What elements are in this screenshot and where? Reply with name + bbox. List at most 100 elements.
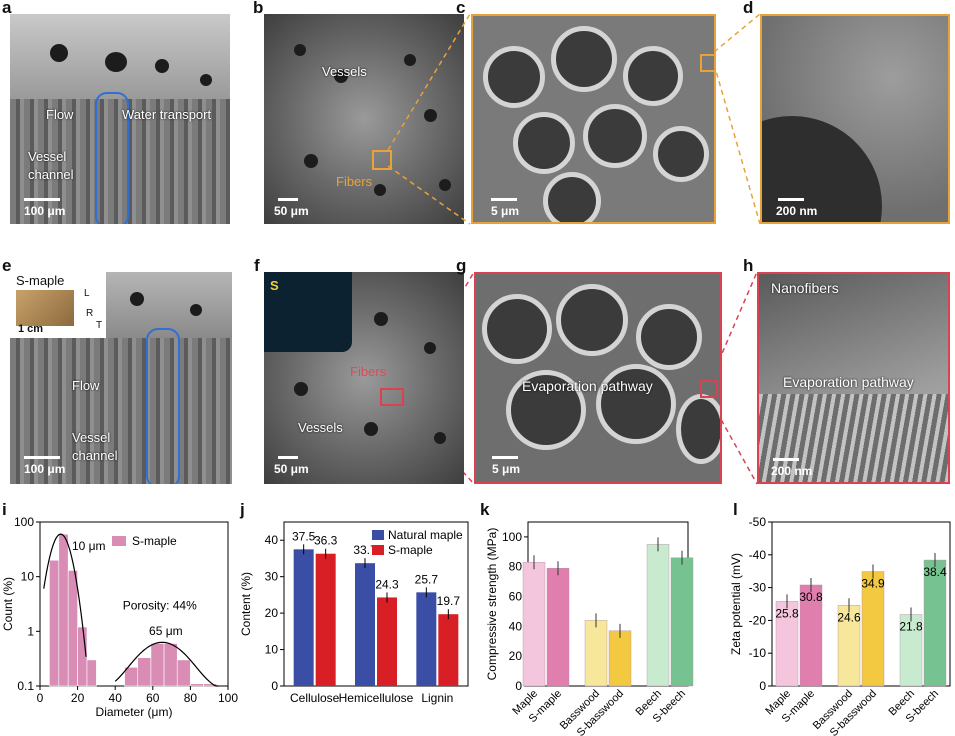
panel-letter-h: h — [743, 256, 754, 275]
data-label: 36.3 — [314, 534, 338, 548]
legend-swatch — [372, 545, 384, 555]
scale-label: 100 μm — [24, 462, 66, 476]
x-tick-label: 40 — [109, 691, 123, 705]
data-label: 30.8 — [799, 590, 823, 604]
y-tick-label: 0.1 — [17, 679, 34, 693]
histogram-bar — [137, 657, 152, 687]
scale-bar — [278, 198, 298, 201]
plot-frame — [283, 521, 469, 687]
flow-label: Flow — [46, 107, 74, 122]
scale-bar — [773, 458, 799, 461]
scale-bar — [491, 198, 517, 201]
y-tick-label: 10 — [21, 570, 35, 584]
histogram-bar — [190, 683, 204, 687]
bar-chart-j: 0 10 20 30 40 37.536.3 Cellulose 33.7 24.3 Hemice… — [239, 521, 469, 705]
sem-panel-g: Evaporation pathway 5 μm — [474, 272, 722, 484]
histogram-bar — [176, 659, 191, 687]
scale-bar — [492, 456, 518, 459]
bar — [584, 620, 608, 687]
channel-label: channel — [72, 448, 118, 463]
x-tick-label: 20 — [71, 691, 85, 705]
scale-bar — [24, 198, 60, 201]
peak-annotation: 10 μm — [72, 539, 106, 553]
y-tick-label: 20 — [509, 649, 523, 663]
data-label: 33.7 — [353, 543, 377, 557]
panel-letter-a: a — [2, 0, 12, 17]
data-label: 25.8 — [775, 606, 799, 620]
y-tick-label: -30 — [749, 581, 767, 595]
scale-label: 5 μm — [492, 462, 521, 476]
bar — [315, 553, 336, 686]
y-tick-label: 10 — [265, 643, 279, 657]
panel-letter-e: e — [2, 256, 12, 275]
bar — [646, 544, 670, 687]
scale-label: 5 μm — [491, 204, 520, 218]
scale-bar — [278, 456, 298, 459]
plot-frame — [771, 521, 951, 687]
s-maple-label: S-maple — [16, 273, 65, 288]
scale-label: 50 μm — [274, 462, 309, 476]
scale-bar — [24, 456, 60, 459]
panel-letter-c: c — [456, 0, 466, 17]
flow-label: Flow — [72, 378, 100, 393]
bar — [293, 549, 314, 686]
legend-swatch — [372, 530, 384, 540]
histogram-bar — [67, 570, 78, 687]
data-label: 37.5 — [292, 529, 316, 543]
y-axis-label: Count (%) — [1, 577, 15, 631]
y-tick-label: -20 — [749, 613, 767, 627]
data-label: 19.7 — [437, 594, 461, 608]
y-tick-label: 0 — [759, 679, 766, 693]
panel-letter-l: l — [733, 500, 738, 519]
y-tick-label: 100 — [502, 530, 522, 544]
scale-label: 200 nm — [776, 204, 818, 218]
fit-curve — [114, 641, 219, 687]
panel-letter-i: i — [2, 500, 7, 519]
y-tick-label: -40 — [749, 548, 767, 562]
vessel-label: Vessel — [28, 149, 67, 164]
data-label: 24.6 — [837, 610, 861, 624]
bar — [438, 614, 459, 686]
x-tick-label: 0 — [37, 691, 44, 705]
scale-label: 100 μm — [24, 204, 66, 218]
sem-panel-f: S Fibers Vessels 50 μm — [264, 272, 464, 484]
sulfur-map-label: S — [270, 278, 279, 293]
panel-letter-d: d — [743, 0, 754, 17]
histogram-bar — [86, 659, 97, 687]
bar-chart-l: 0-10-20-30-40-5025.8Maple30.8S-maple24.6… — [730, 515, 951, 736]
inset-scale-label: 1 cm — [18, 323, 44, 335]
bar — [355, 563, 375, 686]
sem-panel-h: Nanofibers Evaporation pathway 200 nm — [757, 272, 950, 484]
vessels-label: Vessels — [322, 64, 367, 79]
fibers-label: Fibers — [350, 364, 387, 379]
sem-panel-e: S-maple L R T 1 cm Flow Vessel channel 1… — [10, 272, 232, 484]
y-tick-label: 1 — [27, 624, 34, 638]
panel-letter-b: b — [253, 0, 264, 17]
y-tick-label: 30 — [265, 570, 279, 584]
fit-curve — [43, 533, 87, 657]
sulfur-map-inset — [264, 272, 352, 352]
axis-t-label: T — [96, 320, 103, 331]
legend-label: S-maple — [132, 534, 177, 548]
scale-bar — [778, 198, 804, 201]
nanofibers-label: Nanofibers — [771, 280, 839, 296]
x-tick-label: 100 — [218, 691, 238, 705]
evaporation-pathway-label: Evaporation pathway — [783, 374, 914, 390]
bar — [377, 597, 397, 686]
bar — [670, 557, 694, 687]
axis-l-label: L — [84, 288, 90, 299]
histogram-bar — [163, 643, 178, 687]
data-label: 21.8 — [899, 619, 923, 633]
panel-letter-f: f — [254, 256, 260, 275]
sem-panel-c: 5 μm — [471, 14, 716, 224]
vessel-label: Vessel — [72, 430, 111, 445]
y-tick-label: 0 — [271, 679, 278, 693]
x-tick-label: Cellulose — [290, 691, 340, 705]
scale-label: 200 nm — [771, 464, 813, 478]
evaporation-pathway-label: Evaporation pathway — [522, 378, 653, 394]
histogram-bar — [203, 683, 218, 687]
y-tick-label: 100 — [14, 515, 34, 529]
water-transport-label: Water transport — [122, 107, 212, 122]
scale-label: 50 μm — [274, 204, 309, 218]
data-label: 38.4 — [923, 565, 947, 579]
